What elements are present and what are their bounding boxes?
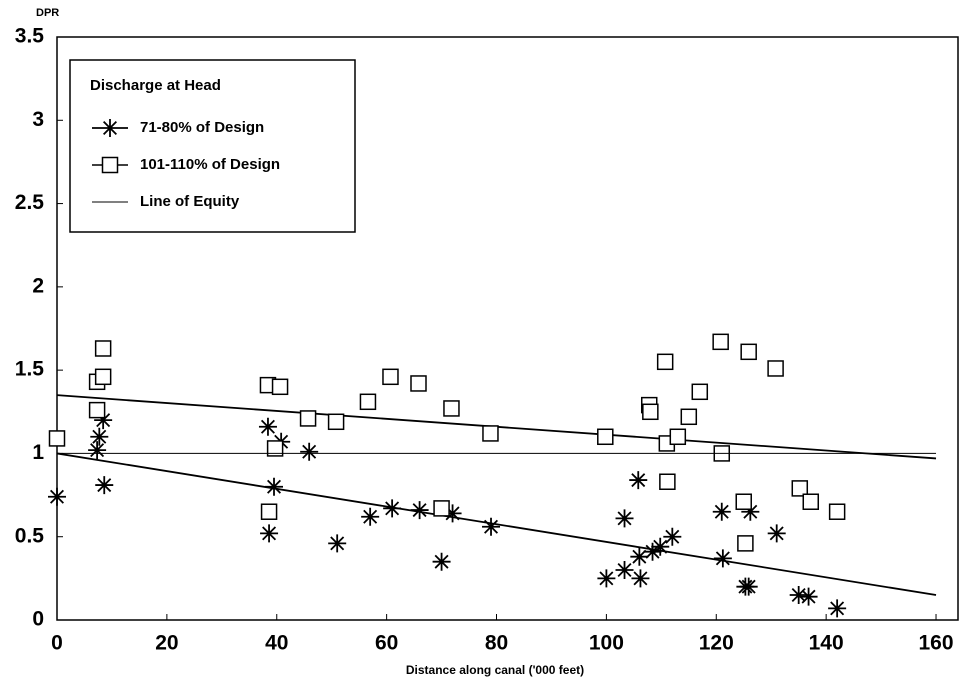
- asterisk-point: [90, 427, 109, 446]
- y-tick-label: 3.5: [15, 25, 45, 48]
- square-point: [48, 430, 66, 447]
- square-point: [410, 375, 427, 392]
- square-point: [802, 493, 820, 510]
- square-point: [433, 500, 450, 517]
- asterisk-point: [432, 552, 451, 571]
- square-point: [791, 480, 809, 497]
- square-point: [359, 393, 377, 411]
- square-point: [94, 340, 112, 357]
- y-tick-label: 1.5: [15, 358, 45, 381]
- asterisk-point: [739, 577, 758, 596]
- square-point: [327, 413, 345, 431]
- x-tick-label: 80: [485, 632, 508, 655]
- square-point: [656, 353, 674, 371]
- asterisk-point: [258, 417, 277, 436]
- square-point: [260, 503, 278, 520]
- asterisk-point: [712, 502, 731, 521]
- square-point: [299, 410, 317, 427]
- y-tick-label: 3: [32, 108, 44, 131]
- square-point: [642, 403, 659, 421]
- asterisk-point: [95, 476, 114, 495]
- legend-marker: [92, 119, 128, 137]
- y-axis-label: DPR: [36, 7, 59, 19]
- x-tick-label: 20: [155, 632, 178, 655]
- square-point: [597, 428, 614, 446]
- square-point: [266, 440, 284, 457]
- x-tick-label: 0: [51, 632, 63, 655]
- square-point: [691, 383, 709, 401]
- asterisk-point: [88, 441, 107, 460]
- legend: Discharge at Head 71-80% of Design 101-11…: [69, 59, 356, 233]
- square-point: [680, 408, 698, 426]
- asterisk-point: [828, 599, 847, 618]
- legend-label: 101-110% of Design: [140, 156, 280, 173]
- y-tick-label: 0.5: [15, 524, 45, 547]
- square-point: [737, 535, 754, 552]
- x-tick-label: 120: [699, 632, 734, 655]
- trend-line: [56, 452, 937, 596]
- asterisk-point: [643, 542, 662, 561]
- y-tick-label: 1: [32, 441, 44, 464]
- asterisk-point: [482, 517, 501, 536]
- square-point: [669, 428, 687, 446]
- square-point: [382, 368, 399, 386]
- y-tick-label: 0: [32, 608, 44, 631]
- square-point: [659, 473, 676, 490]
- asterisk-point: [300, 442, 319, 461]
- asterisk-point: [799, 587, 818, 606]
- asterisk-point: [265, 477, 284, 496]
- legend-box: [69, 59, 356, 233]
- asterisk-point: [48, 487, 66, 506]
- asterisk-point: [410, 501, 429, 520]
- square-point: [735, 493, 752, 510]
- asterisk-point: [443, 504, 462, 523]
- asterisk-point: [741, 502, 760, 521]
- legend-title: Discharge at Head: [90, 77, 221, 94]
- x-tick-label: 100: [589, 632, 624, 655]
- asterisk-point: [651, 537, 670, 556]
- asterisk-point: [597, 569, 616, 588]
- square-point: [88, 401, 106, 419]
- square-point: [712, 333, 729, 351]
- asterisk-point: [629, 471, 648, 490]
- x-tick-label: 60: [375, 632, 398, 655]
- asterisk-point: [663, 527, 682, 546]
- asterisk-point: [615, 509, 634, 528]
- asterisk-point: [615, 561, 634, 580]
- asterisk-point: [361, 507, 380, 526]
- asterisk-point: [260, 524, 279, 543]
- plot-frame: [56, 36, 959, 621]
- legend-marker: [101, 156, 119, 174]
- x-tick-label: 40: [265, 632, 288, 655]
- y-tick-label: 2.5: [15, 191, 45, 214]
- x-tick-label: 160: [919, 632, 954, 655]
- square-point: [828, 503, 846, 520]
- asterisk-point: [328, 534, 347, 553]
- asterisk-point: [767, 524, 786, 543]
- square-point: [271, 378, 289, 396]
- square-point: [740, 343, 757, 361]
- legend-label: 71-80% of Design: [140, 119, 264, 136]
- asterisk-point: [631, 569, 650, 588]
- asterisk-point: [383, 499, 402, 518]
- x-axis-label: Distance along canal ('000 feet): [406, 663, 584, 677]
- asterisk-point: [713, 549, 732, 568]
- x-tick-label: 140: [809, 632, 844, 655]
- square-point: [443, 400, 460, 417]
- square-point: [767, 360, 784, 377]
- legend-label: Line of Equity: [140, 193, 240, 210]
- y-tick-label: 2: [32, 274, 44, 297]
- square-point: [94, 368, 112, 386]
- square-point: [482, 425, 499, 442]
- asterisk-point: [789, 586, 808, 605]
- asterisk-point: [630, 547, 649, 566]
- asterisk-point: [94, 411, 113, 430]
